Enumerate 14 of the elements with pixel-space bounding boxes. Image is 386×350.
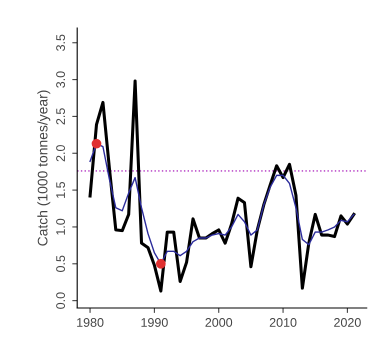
y-tick-label: 2.5: [56, 108, 66, 124]
y-tick-label: 1.5: [56, 182, 66, 198]
x-tick-label: 1980: [77, 318, 104, 327]
y-axis-title: Catch (1000 tonnes/year): [37, 90, 50, 246]
y-tick-label: 0.5: [56, 256, 66, 272]
y-tick-label: 2.0: [56, 145, 66, 162]
y-tick-label: 0.0: [56, 292, 66, 309]
x-tick-label: 1990: [141, 318, 168, 327]
x-tick-label: 2020: [334, 318, 361, 327]
y-tick-label: 3.0: [56, 71, 66, 88]
y-tick-label: 3.5: [56, 34, 66, 51]
x-tick-label: 2000: [205, 318, 232, 327]
y-tick-label: 1.0: [56, 218, 66, 235]
x-tick-label: 2010: [270, 318, 296, 327]
